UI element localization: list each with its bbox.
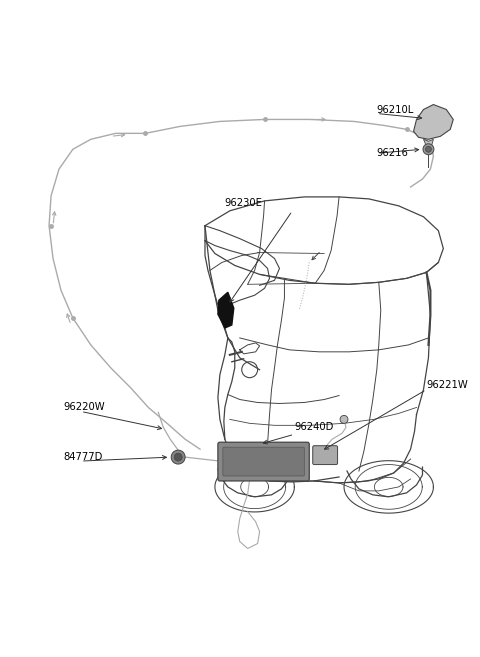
Circle shape <box>171 450 185 464</box>
Text: 96221W: 96221W <box>426 380 468 390</box>
Polygon shape <box>414 104 453 139</box>
Polygon shape <box>423 139 433 147</box>
Polygon shape <box>218 292 234 328</box>
FancyBboxPatch shape <box>218 442 309 481</box>
Circle shape <box>425 147 432 152</box>
Text: 96210L: 96210L <box>377 104 414 114</box>
Circle shape <box>174 453 182 461</box>
Circle shape <box>423 144 434 154</box>
Text: 96216: 96216 <box>377 148 408 158</box>
Text: 96230E: 96230E <box>225 198 263 208</box>
FancyBboxPatch shape <box>313 445 337 464</box>
Text: 84777D: 84777D <box>63 452 102 462</box>
Circle shape <box>340 415 348 423</box>
FancyBboxPatch shape <box>223 447 304 476</box>
Text: 96240D: 96240D <box>294 422 334 432</box>
Text: 96220W: 96220W <box>63 403 105 413</box>
